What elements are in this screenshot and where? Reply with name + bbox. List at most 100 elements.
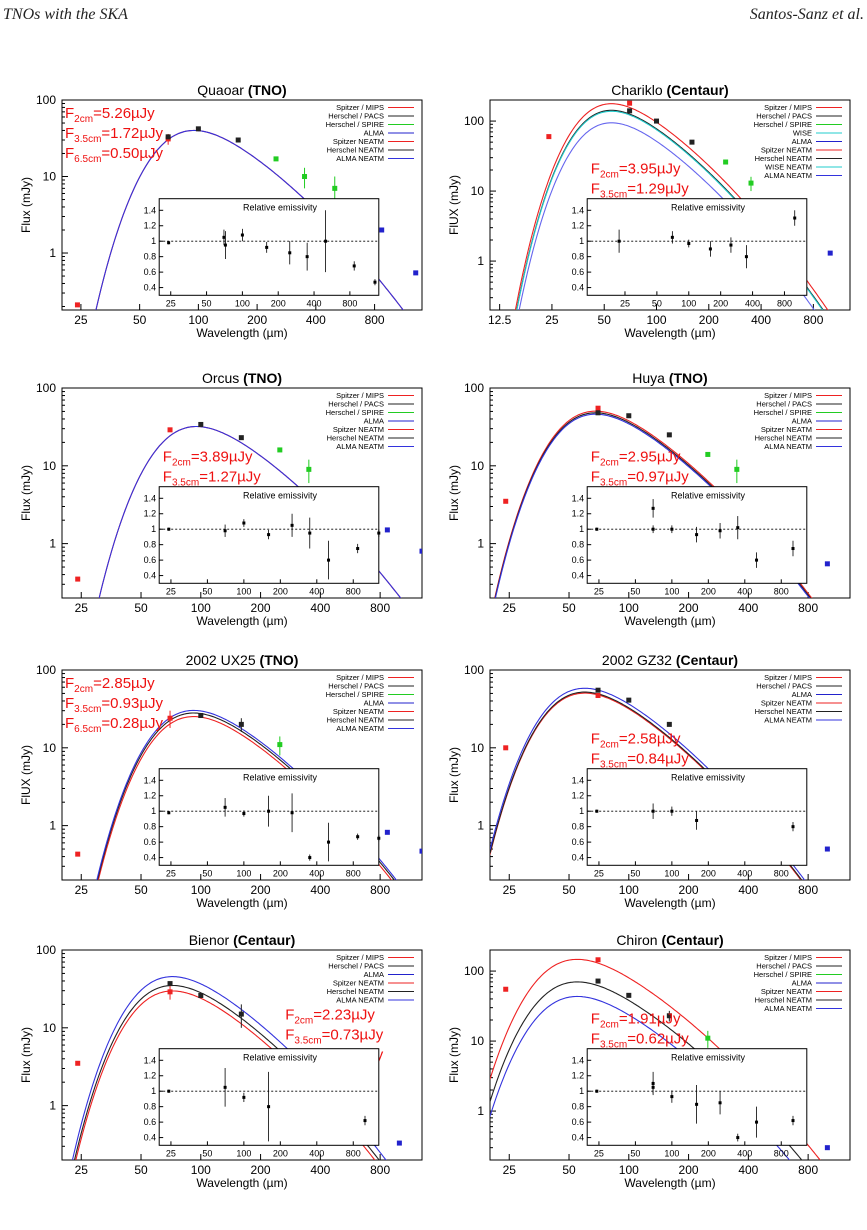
plot-frame xyxy=(489,387,851,599)
data-point xyxy=(75,1060,81,1066)
x-tick-label: 400 xyxy=(738,883,758,897)
inset-point xyxy=(695,1102,699,1106)
inset-y-tick-label: 1 xyxy=(151,806,156,816)
legend-entry: ALMA xyxy=(364,129,384,138)
inset-point xyxy=(290,523,294,527)
data-point xyxy=(627,100,633,106)
inset-x-tick-label: 100 xyxy=(236,868,251,878)
inset-y-tick-label: 1.2 xyxy=(144,221,157,231)
inset-point xyxy=(167,811,171,815)
data-point xyxy=(595,687,601,693)
chart-title: Quaoar (TNO) xyxy=(197,82,286,98)
data-point xyxy=(595,693,601,699)
legend-entry: Herschel / SPIRE xyxy=(326,690,384,699)
inset-point xyxy=(651,527,655,531)
inset-y-tick-label: 0.4 xyxy=(144,283,157,293)
y-axis-label: Flux (mJy) xyxy=(19,1027,33,1083)
inset-y-tick-label: 1 xyxy=(579,236,584,246)
inset-y-tick-label: 1 xyxy=(579,1086,584,1096)
inset-x-tick-label: 50 xyxy=(630,1148,640,1158)
legend-entry: Spitzer NEATM xyxy=(761,425,812,434)
x-tick-label: 400 xyxy=(751,313,771,327)
running-header-right: Santos-Sanz et al. xyxy=(749,6,864,23)
flux-annotation: F6.5cm=0.28µJy xyxy=(65,715,164,735)
data-point xyxy=(167,427,173,433)
running-header-left: TNOs with the SKA xyxy=(3,6,128,23)
inset-y-tick-label: 0.4 xyxy=(144,1133,157,1143)
inset-x-tick-label: 400 xyxy=(309,1148,324,1158)
inset-point xyxy=(670,235,674,239)
inset-y-tick-label: 0.8 xyxy=(572,822,585,832)
inset-y-tick-label: 0.4 xyxy=(572,283,585,293)
y-axis-label: Flux (mJy) xyxy=(447,1027,461,1083)
x-tick-label: 200 xyxy=(679,1163,699,1177)
chart-title-name: Orcus xyxy=(202,370,243,386)
inset-y-tick-label: 1.2 xyxy=(572,1071,585,1081)
flux-value: =0.97µJy xyxy=(627,469,689,486)
legend-entry: ALMA xyxy=(792,690,812,699)
legend-entry: Herschel / PACS xyxy=(756,400,812,409)
flux-value: =0.73µJy xyxy=(322,1026,384,1043)
inset-x-tick-label: 25 xyxy=(594,868,604,878)
inset-y-tick-label: 0.8 xyxy=(572,1102,585,1112)
y-tick-label: 10 xyxy=(43,1021,57,1035)
data-point xyxy=(666,1013,672,1019)
inset-y-tick-label: 1.4 xyxy=(144,775,157,785)
inset-point xyxy=(670,527,674,531)
inset-point xyxy=(308,856,312,860)
inset-frame xyxy=(158,1048,380,1146)
inset-point xyxy=(223,243,227,247)
inset-x-tick-label: 100 xyxy=(236,586,251,596)
chart-title-name: Chiron xyxy=(616,932,661,948)
x-tick-label: 800 xyxy=(803,313,823,327)
x-axis-label: Wavelength (µm) xyxy=(624,326,715,340)
x-axis-label: Wavelength (µm) xyxy=(196,326,287,340)
legend-entry: Spitzer NEATM xyxy=(333,979,384,988)
data-point xyxy=(503,986,509,992)
flux-annotation: F3.5cm=0.97µJy xyxy=(591,469,690,489)
legend-entry: ALMA NEATM xyxy=(764,1004,812,1013)
inset-y-tick-label: 1.2 xyxy=(144,791,157,801)
y-tick-label: 100 xyxy=(36,381,56,395)
legend-entry: Herschel / SPIRE xyxy=(754,120,812,129)
flux-subscript: 6.5cm xyxy=(74,724,101,735)
inset-y-tick-label: 0.6 xyxy=(572,555,585,565)
flux-annotation: F2cm=2.85µJy xyxy=(65,675,155,695)
legend-entry: Spitzer NEATM xyxy=(333,137,384,146)
plot-frame xyxy=(489,669,851,881)
inset-point xyxy=(356,547,360,551)
flux-value: =1.91µJy xyxy=(619,1011,681,1028)
chart-title: Huya (TNO) xyxy=(632,370,707,386)
inset-y-tick-label: 1.4 xyxy=(572,493,585,503)
flux-subscript: 2cm xyxy=(74,684,93,695)
inset-frame xyxy=(586,198,808,296)
inset-y-tick-label: 0.6 xyxy=(144,837,157,847)
y-tick-label: 1 xyxy=(477,254,484,268)
inset-point xyxy=(267,809,271,813)
inset-x-tick-label: 25 xyxy=(166,586,176,596)
legend-entry: ALMA NEATM xyxy=(764,171,812,180)
x-tick-label: 400 xyxy=(738,1163,758,1177)
inset-y-tick-label: 0.8 xyxy=(144,1102,157,1112)
x-axis-label: Wavelength (µm) xyxy=(196,1176,287,1190)
inset-frame xyxy=(586,1048,808,1146)
inset-point xyxy=(708,247,712,251)
legend-entry: Herschel / PACS xyxy=(328,400,384,409)
inset-y-tick-label: 1.2 xyxy=(572,509,585,519)
flux-symbol: F xyxy=(591,751,600,768)
flux-value: =0.93µJy xyxy=(101,695,163,712)
flux-subscript: 3.5cm xyxy=(600,478,627,489)
y-tick-label: 1 xyxy=(477,819,484,833)
y-tick-label: 100 xyxy=(464,381,484,395)
flux-annotation: F2cm=3.95µJy xyxy=(591,161,681,181)
chart-title-tag: (Centaur) xyxy=(676,652,738,668)
x-tick-label: 25 xyxy=(545,313,559,327)
inset-point xyxy=(791,1119,795,1123)
plot-frame xyxy=(61,669,423,881)
data-point xyxy=(595,405,601,411)
inset-x-tick-label: 400 xyxy=(309,868,324,878)
x-tick-label: 25 xyxy=(74,313,88,327)
inset-point xyxy=(265,245,269,249)
